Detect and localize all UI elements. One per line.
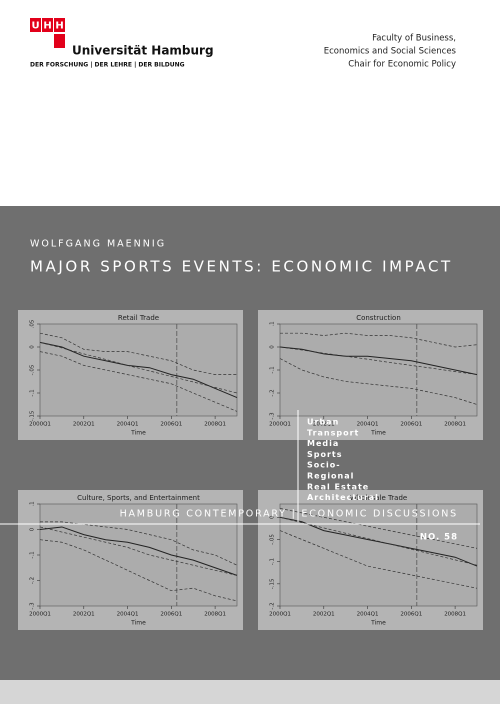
issue-number: NO. 58 [420, 533, 458, 543]
y-tick-label: -.1 [270, 558, 276, 565]
x-tick-label: 2004Q1 [357, 612, 379, 618]
logo-building [54, 34, 65, 48]
topic: Architectural [307, 493, 379, 502]
y-tick-label: 0 [30, 527, 36, 531]
title: MAJOR SPORTS EVENTS: ECONOMIC IMPACT [30, 258, 453, 276]
panel-title: Wholesale Trade [350, 494, 407, 502]
x-tick-label: 2004Q1 [357, 422, 379, 428]
x-tick-label: 2006Q1 [160, 422, 182, 428]
topic: Urban [307, 418, 339, 427]
y-tick-label: -.05 [270, 534, 276, 545]
topic: Media [307, 439, 339, 448]
logo-letter: U [31, 21, 39, 32]
series-title: HAMBURG CONTEMPORARY | ECONOMIC DISCUSSI… [120, 509, 458, 520]
series-line [40, 521, 238, 566]
series-line [279, 516, 478, 567]
x-axis-label: Time [130, 430, 146, 437]
y-tick-label: 0 [270, 345, 276, 349]
x-tick-label: 2008Q1 [204, 422, 226, 428]
university: Universität Hamburg [72, 44, 214, 58]
y-tick-label: -.15 [30, 410, 36, 421]
y-tick-label: .05 [30, 319, 36, 328]
faculty-line: Faculty of Business, [372, 34, 456, 44]
x-tick-label: 2000Q1 [269, 612, 291, 618]
panel-title: Culture, Sports, and Entertainment [77, 494, 200, 502]
topic: Regional [307, 472, 354, 481]
y-tick-label: -.05 [30, 364, 36, 375]
y-tick-label: -.15 [270, 578, 276, 589]
x-tick-label: 2000Q1 [29, 422, 51, 428]
faculty-line: Economics and Social Sciences [324, 47, 457, 57]
series-line [39, 351, 238, 412]
logo-box [54, 18, 65, 32]
x-tick-label: 2008Q1 [204, 612, 226, 618]
y-tick-label: 0 [30, 345, 36, 349]
logo-box [30, 18, 41, 32]
topic: Transport [307, 428, 359, 437]
plot-area [279, 323, 478, 417]
x-tick-label: 2002Q1 [73, 422, 95, 428]
topic: Socio- [307, 461, 341, 470]
logo-box [42, 18, 53, 32]
y-tick-label: -.1 [30, 551, 36, 558]
series-line [279, 508, 478, 549]
y-tick-label: -.2 [270, 389, 276, 396]
y-tick-label: -.3 [30, 602, 36, 610]
author: WOLFGANG MAENNIG [30, 239, 166, 250]
logo-letter: H [55, 21, 63, 32]
plot-area [39, 503, 238, 607]
y-tick-label: -.1 [270, 366, 276, 373]
footer-strip [0, 680, 500, 704]
x-tick-label: 2002Q1 [73, 612, 95, 618]
series-line [279, 346, 478, 376]
logo-letter: H [43, 21, 51, 32]
x-tick-label: 2006Q1 [160, 612, 182, 618]
x-axis-label: Time [130, 620, 146, 627]
series-line [39, 526, 238, 576]
y-tick-label: -.3 [270, 412, 276, 420]
series-line [279, 530, 478, 589]
x-tick-label: 2008Q1 [444, 612, 466, 618]
y-tick-label: -.2 [270, 602, 276, 609]
x-tick-label: 2006Q1 [400, 612, 422, 618]
plot-area [39, 323, 238, 417]
x-tick-label: 2000Q1 [269, 422, 291, 428]
series-line [39, 526, 238, 576]
topic: Real Estate [307, 482, 369, 491]
panel-title: Retail Trade [118, 314, 159, 322]
x-tick-label: 2000Q1 [29, 612, 51, 618]
x-tick-label: 2004Q1 [117, 422, 139, 428]
y-tick-label: .1 [30, 501, 36, 506]
series-line [280, 332, 478, 348]
motto: DER FORSCHUNG | DER LEHRE | DER BILDUNG [30, 62, 185, 69]
x-tick-label: 2002Q1 [313, 612, 335, 618]
series-line [279, 358, 478, 405]
x-tick-label: 2004Q1 [117, 612, 139, 618]
x-tick-label: 2002Q1 [313, 422, 335, 428]
series-line [39, 332, 237, 375]
series-line [279, 346, 478, 375]
x-axis-label: Time [370, 620, 386, 627]
y-tick-label: -.1 [30, 389, 36, 396]
y-tick-label: -.2 [30, 577, 36, 584]
series-line [39, 342, 238, 394]
faculty-line: Chair for Economic Policy [348, 60, 456, 70]
panel-title: Construction [356, 314, 401, 322]
y-tick-label: 0 [270, 515, 276, 519]
series-line [279, 516, 478, 566]
series-line [39, 539, 238, 602]
topic: Sports [307, 450, 343, 459]
x-tick-label: 2006Q1 [400, 422, 422, 428]
x-axis-label: Time [370, 430, 386, 437]
series-line [39, 341, 238, 399]
y-tick-label: .1 [270, 321, 276, 326]
x-tick-label: 2008Q1 [444, 422, 466, 428]
